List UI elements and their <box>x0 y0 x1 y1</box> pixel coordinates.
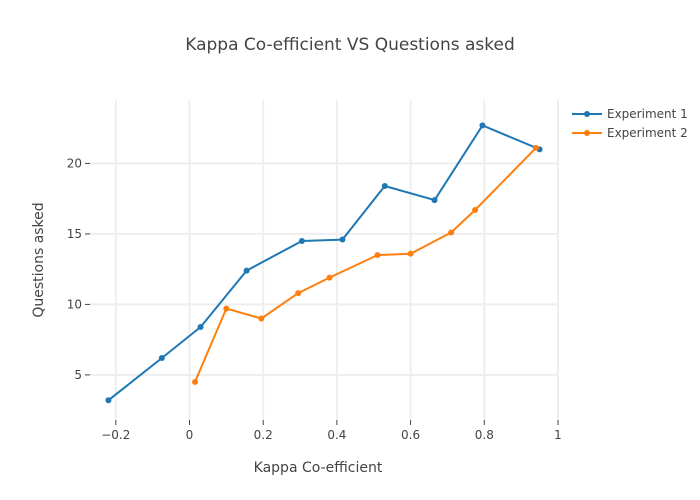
data-point[interactable] <box>407 250 414 257</box>
data-point[interactable] <box>374 252 381 259</box>
data-point[interactable] <box>192 378 199 385</box>
data-point[interactable] <box>431 197 438 204</box>
y-tick-label: 15 <box>67 227 82 241</box>
x-tick-label: 0.8 <box>475 428 494 442</box>
legend-label: Experiment 2 <box>607 126 688 140</box>
legend-label: Experiment 1 <box>607 107 688 121</box>
chart-title: Kappa Co-efficient VS Questions asked <box>185 35 515 55</box>
x-tick-label: 0.4 <box>327 428 346 442</box>
data-point[interactable] <box>243 267 250 274</box>
data-point[interactable] <box>223 305 230 312</box>
data-point[interactable] <box>472 206 479 213</box>
x-axis-title: Kappa Co-efficient <box>254 460 383 476</box>
x-tick-label: 0.2 <box>254 428 273 442</box>
series-1 <box>105 122 543 404</box>
legend-marker <box>584 111 590 117</box>
data-point[interactable] <box>339 236 346 243</box>
legend-item-2[interactable]: Experiment 2 <box>572 126 688 140</box>
legend-item-1[interactable]: Experiment 1 <box>572 107 688 121</box>
x-tick-label: −0.2 <box>101 428 130 442</box>
legend-marker <box>584 130 590 136</box>
y-axis-title: Questions asked <box>31 202 47 317</box>
y-tick-label: 10 <box>67 297 82 311</box>
series-2 <box>192 144 539 385</box>
x-tick-label: 0.6 <box>401 428 420 442</box>
series-layer <box>105 122 543 404</box>
data-point[interactable] <box>298 237 305 244</box>
data-point[interactable] <box>448 229 455 236</box>
data-point[interactable] <box>381 182 388 189</box>
series-line <box>107 124 540 402</box>
data-point[interactable] <box>197 323 204 330</box>
data-point[interactable] <box>105 397 112 404</box>
data-point[interactable] <box>258 315 265 322</box>
data-point[interactable] <box>295 290 302 297</box>
y-tick-label: 20 <box>67 156 82 170</box>
series-line <box>194 147 537 383</box>
data-point[interactable] <box>326 274 333 281</box>
x-tick-label: 1 <box>554 428 562 442</box>
x-tick-label: 0 <box>186 428 194 442</box>
data-point[interactable] <box>479 122 486 129</box>
data-point[interactable] <box>532 144 539 151</box>
grid <box>90 100 559 420</box>
y-tick-label: 5 <box>74 368 82 382</box>
data-point[interactable] <box>158 354 165 361</box>
legend[interactable]: Experiment 1 Experiment 2 <box>572 107 688 140</box>
